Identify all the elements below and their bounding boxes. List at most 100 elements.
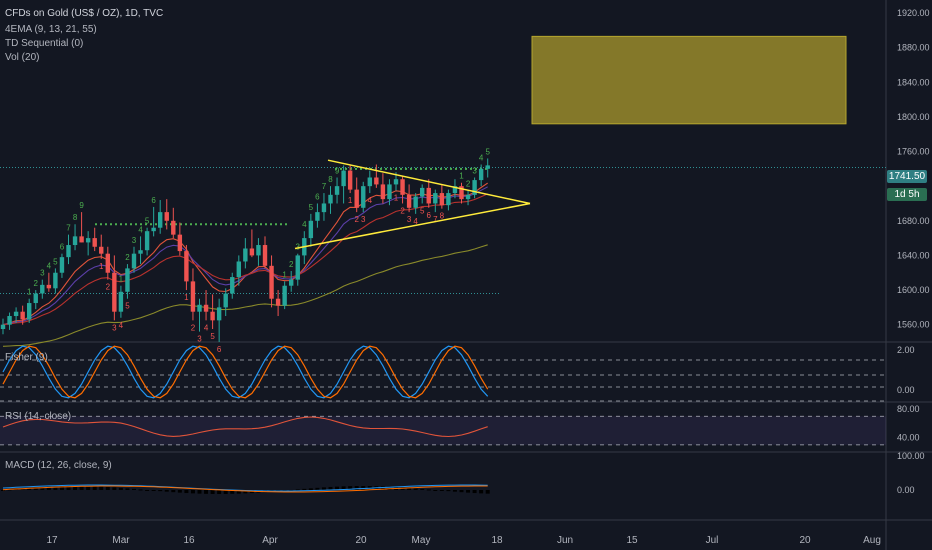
- td-count-label: 4: [368, 196, 373, 205]
- macd-histogram-bar: [7, 489, 12, 491]
- candle-body: [171, 220, 176, 235]
- macd-histogram-bar: [295, 489, 300, 491]
- td-count-label: 1: [459, 172, 464, 181]
- candle-body: [249, 248, 255, 256]
- price-tick-label: 1600.00: [897, 285, 930, 295]
- ema-line-55: [2, 244, 488, 347]
- macd-histogram-bar: [33, 487, 38, 490]
- macd-histogram-bar: [125, 488, 130, 490]
- candle-body: [210, 311, 215, 321]
- candle-body: [295, 255, 300, 280]
- td-count-label: 7: [322, 182, 327, 191]
- macd-histogram-bar: [73, 486, 78, 490]
- macd-histogram-bar: [92, 486, 97, 490]
- countdown-tag: 1d 5h: [887, 188, 927, 201]
- candle-body: [13, 311, 19, 317]
- pane-fisher-label: Fisher (9): [5, 352, 48, 363]
- macd-histogram-bar: [118, 487, 123, 490]
- candle-body: [46, 284, 52, 289]
- time-tick-label: Apr: [262, 535, 278, 546]
- candle-body: [7, 316, 12, 325]
- time-tick-label: Mar: [112, 535, 130, 546]
- candle-body: [393, 179, 399, 185]
- candle-body: [20, 311, 25, 320]
- macd-histogram-bar: [485, 490, 490, 494]
- macd-histogram-bar: [86, 486, 91, 490]
- candle-body: [465, 194, 471, 200]
- macd-histogram-bar: [407, 487, 412, 490]
- td-count-label: 7: [433, 215, 438, 224]
- macd-histogram-bar: [466, 490, 471, 493]
- time-tick-label: 15: [626, 535, 638, 546]
- macd-histogram-bar: [177, 490, 182, 493]
- price-tick-label: 1800.00: [897, 112, 930, 122]
- macd-histogram-bar: [217, 490, 222, 494]
- candle-body: [184, 251, 189, 282]
- td-count-label: 9: [79, 201, 84, 210]
- candle-body: [341, 170, 346, 187]
- macd-histogram-bar: [105, 486, 110, 490]
- candle-body: [256, 245, 261, 256]
- macd-histogram-bar: [53, 486, 58, 490]
- candle-body: [478, 168, 484, 181]
- candle-body: [433, 193, 438, 204]
- time-tick-label: 18: [491, 535, 503, 546]
- candle-body: [354, 189, 359, 208]
- macd-tick-label: 100.00: [897, 451, 925, 461]
- candle-body: [439, 193, 445, 206]
- candle-body: [118, 291, 124, 312]
- candle-body: [400, 179, 405, 195]
- last-price-tag: 1741.50: [887, 170, 927, 183]
- candle-body: [367, 177, 372, 187]
- candle-body: [262, 245, 268, 266]
- candle-body: [328, 194, 333, 204]
- macd-histogram-bar: [289, 489, 294, 491]
- candle-body: [413, 196, 418, 208]
- candle-body: [236, 261, 241, 278]
- macd-histogram-bar: [230, 490, 235, 494]
- td-count-label: 5: [309, 203, 314, 212]
- macd-histogram-bar: [151, 490, 156, 491]
- td-count-label: 2: [106, 283, 111, 292]
- macd-histogram-bar: [190, 490, 195, 494]
- macd-histogram-bar: [446, 490, 451, 492]
- macd-histogram-bar: [243, 490, 248, 494]
- candle-body: [0, 324, 6, 330]
- candle-body: [459, 186, 464, 200]
- fisher-tick-label: 2.00: [897, 345, 915, 355]
- macd-signal-line: [2, 485, 488, 493]
- fisher-trigger-line: [2, 345, 489, 399]
- price-tick-label: 1880.00: [897, 43, 930, 53]
- pane-macd-label: MACD (12, 26, close, 9): [5, 460, 112, 471]
- candle-body: [275, 298, 281, 306]
- candle-body: [446, 193, 451, 206]
- candle-body: [426, 187, 431, 204]
- time-tick-label: 16: [183, 535, 195, 546]
- macd-histogram-bar: [479, 490, 484, 494]
- td-count-label: 8: [73, 213, 78, 222]
- candle-body: [420, 187, 425, 197]
- macd-histogram-bar: [204, 490, 209, 494]
- candle-body: [151, 227, 156, 232]
- legend-ema: 4EMA (9, 13, 21, 55): [5, 24, 97, 35]
- macd-histogram-bar: [210, 490, 215, 494]
- td-count-label: 2: [289, 260, 294, 269]
- candle-body: [164, 212, 169, 221]
- candle-body: [158, 212, 163, 228]
- td-count-label: 8: [328, 175, 333, 184]
- macd-histogram-bar: [59, 486, 64, 490]
- candle-body: [66, 245, 71, 258]
- candle-body: [33, 293, 38, 304]
- candle-body: [125, 268, 130, 292]
- candle-body: [53, 272, 58, 289]
- candle-body: [92, 238, 97, 247]
- macd-histogram-bar: [308, 488, 313, 490]
- td-count-label: 3: [40, 269, 45, 278]
- rsi-band: [0, 416, 886, 445]
- macd-histogram-bar: [354, 486, 359, 490]
- candle-body: [138, 250, 143, 254]
- macd-histogram-bar: [472, 490, 477, 494]
- td-count-label: 2: [34, 279, 39, 288]
- candle-body: [406, 194, 412, 208]
